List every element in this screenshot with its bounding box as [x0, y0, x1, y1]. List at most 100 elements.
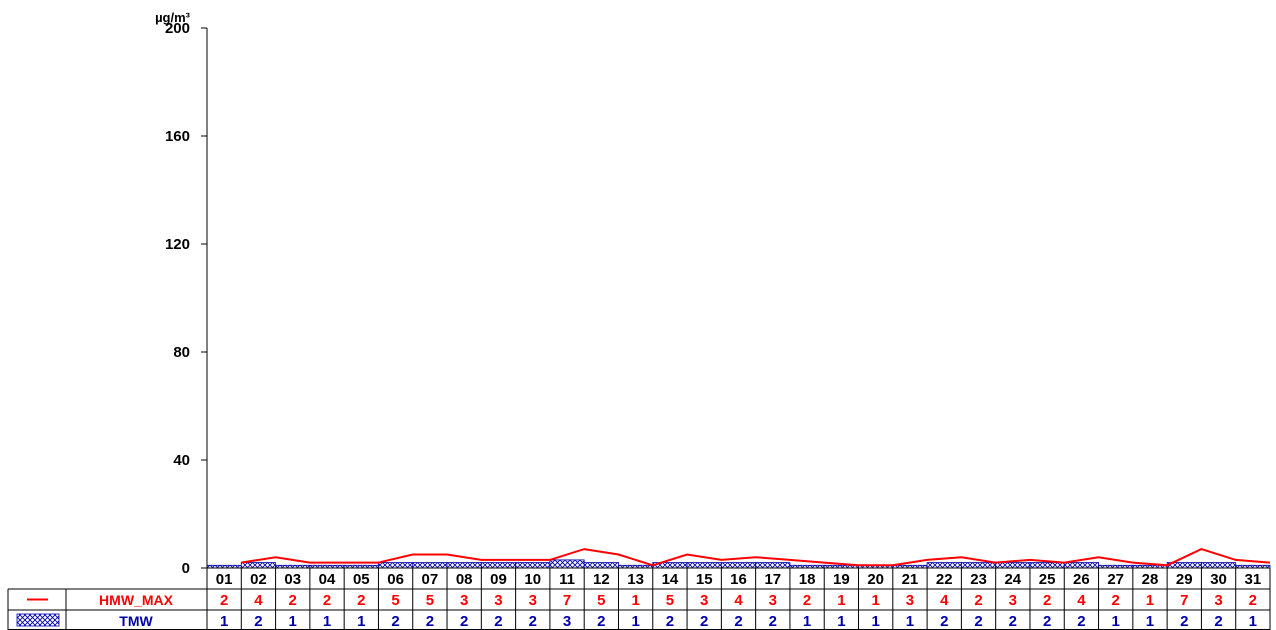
tmw-bar: [1201, 562, 1237, 569]
x-tick-label: 17: [764, 571, 781, 588]
x-tick-label: 03: [284, 571, 301, 588]
x-tick-label: 15: [696, 571, 713, 588]
tmw-bar: [480, 562, 517, 569]
x-tick-label: 26: [1073, 571, 1090, 588]
y-tick-label: 160: [165, 128, 190, 145]
tmw-value: 2: [254, 613, 262, 630]
tmw-value: 3: [563, 613, 571, 630]
hmw-max-value: 2: [220, 592, 228, 609]
hmw-max-value: 3: [769, 592, 777, 609]
y-unit-label: µg/m³: [155, 10, 191, 25]
x-tick-label: 08: [456, 571, 473, 588]
tmw-bar: [720, 562, 757, 569]
x-tick-label: 30: [1210, 571, 1227, 588]
x-tick-label: 19: [833, 571, 850, 588]
tmw-value: 1: [323, 613, 331, 630]
hmw-max-value: 3: [1214, 592, 1222, 609]
y-tick-label: 0: [182, 560, 190, 577]
hmw-max-value: 3: [700, 592, 708, 609]
tmw-bar: [378, 562, 414, 569]
hmw-max-series-line: [241, 548, 1271, 567]
hmw-max-value: 4: [734, 592, 743, 609]
x-tick-label: 23: [970, 571, 987, 588]
x-tick-label: 28: [1142, 571, 1159, 588]
y-tick-label: 80: [173, 344, 190, 361]
tmw-bar: [755, 562, 791, 569]
tmw-bar: [926, 562, 962, 569]
tmw-bar: [583, 562, 619, 569]
hmw-max-value: 1: [631, 592, 639, 609]
tmw-value: 2: [426, 613, 434, 630]
tmw-bar: [515, 562, 551, 569]
tmw-value: 2: [1009, 613, 1017, 630]
hmw-max-row-label: HMW_MAX: [99, 592, 174, 608]
tmw-value: 2: [391, 613, 399, 630]
tmw-value: 2: [1043, 613, 1051, 630]
tmw-bars: [206, 559, 1271, 569]
tmw-bar: [549, 559, 585, 569]
hmw-max-value: 2: [803, 592, 811, 609]
hmw-max-value: 1: [1146, 592, 1154, 609]
tmw-value: 2: [1180, 613, 1188, 630]
hmw-max-value: 2: [1112, 592, 1120, 609]
tmw-value: 2: [974, 613, 982, 630]
tmw-value: 2: [734, 613, 742, 630]
hmw-max-value: 7: [1180, 592, 1188, 609]
hmw-max-value: 5: [391, 592, 399, 609]
tmw-bar: [240, 562, 276, 569]
tmw-value: 2: [700, 613, 708, 630]
tmw-value: 1: [1112, 613, 1120, 630]
hmw-max-value: 3: [906, 592, 914, 609]
hmw-max-value: 3: [1009, 592, 1017, 609]
hmw-max-value: 2: [1249, 592, 1257, 609]
hmw-max-value: 5: [666, 592, 674, 609]
x-tick-label: 10: [524, 571, 541, 588]
x-tick-label: 09: [490, 571, 507, 588]
tmw-value: 2: [597, 613, 605, 630]
hmw-max-value: 5: [597, 592, 605, 609]
tmw-value: 1: [871, 613, 879, 630]
tmw-value: 1: [906, 613, 914, 630]
hmw-max-value: 4: [1077, 592, 1086, 609]
tmw-value: 1: [803, 613, 811, 630]
x-tick-label: 04: [319, 571, 336, 588]
x-tick-label: 14: [662, 571, 679, 588]
tmw-bar: [446, 562, 482, 569]
x-tick-label: 01: [216, 571, 233, 588]
data-table: HMW_MAXTMW012102420321042105210652075208…: [7, 567, 1271, 630]
hmw-max-value: 2: [323, 592, 331, 609]
tmw-row-label: TMW: [119, 613, 153, 629]
x-tick-label: 21: [902, 571, 919, 588]
x-tick-label: 07: [422, 571, 439, 588]
tmw-bar: [1029, 562, 1065, 569]
tmw-value: 2: [666, 613, 674, 630]
x-tick-label: 31: [1245, 571, 1262, 588]
x-tick-label: 12: [593, 571, 610, 588]
tmw-value: 2: [460, 613, 468, 630]
tmw-value: 2: [769, 613, 777, 630]
tmw-bar: [1063, 562, 1099, 569]
tmw-bar: [960, 562, 997, 569]
hmw-max-value: 1: [837, 592, 845, 609]
hmw-max-value: 2: [289, 592, 297, 609]
hmw-max-value: 5: [426, 592, 434, 609]
tmw-legend-symbol: [16, 613, 60, 627]
hmw-max-value: 1: [871, 592, 879, 609]
x-tick-label: 25: [1039, 571, 1056, 588]
x-tick-label: 06: [387, 571, 404, 588]
tmw-bar: [686, 562, 722, 569]
tmw-value: 2: [940, 613, 948, 630]
x-tick-label: 20: [867, 571, 884, 588]
y-tick-label: 120: [165, 236, 190, 253]
tmw-value: 1: [289, 613, 297, 630]
x-tick-label: 18: [799, 571, 816, 588]
x-tick-label: 05: [353, 571, 370, 588]
x-tick-label: 29: [1176, 571, 1193, 588]
x-tick-label: 02: [250, 571, 267, 588]
x-tick-label: 13: [627, 571, 644, 588]
y-tick-label: 40: [173, 452, 190, 469]
hmw-max-value: 2: [357, 592, 365, 609]
tmw-value: 1: [631, 613, 639, 630]
